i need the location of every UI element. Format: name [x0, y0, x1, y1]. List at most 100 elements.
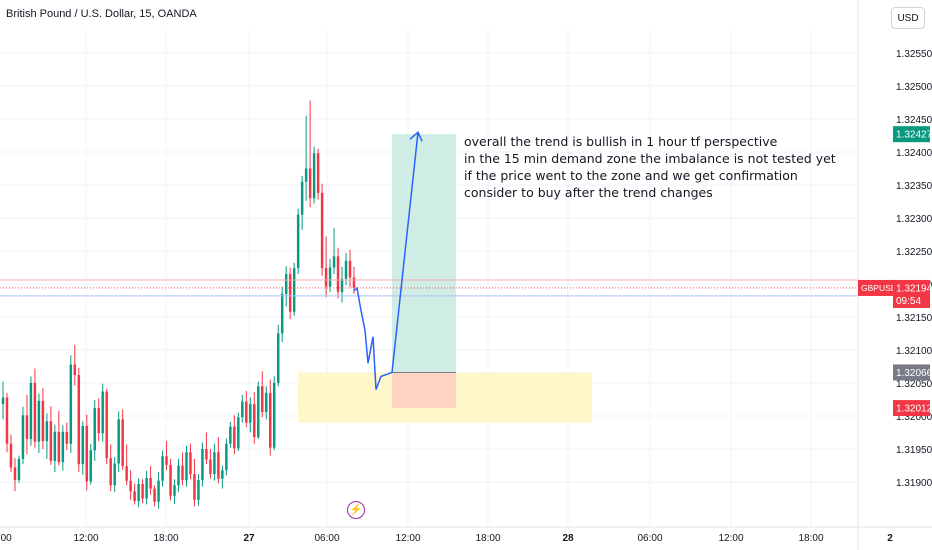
candle-body [149, 478, 152, 489]
candle-body [153, 488, 156, 502]
candle-body [169, 464, 172, 496]
candle-body [185, 452, 188, 481]
candle-body [304, 168, 308, 182]
candle-body [137, 483, 140, 502]
x-tick-label: 12:00 [73, 533, 98, 544]
candle-body [125, 466, 128, 481]
x-tick-label: 18:00 [798, 533, 823, 544]
lightning-icon[interactable]: ⚡ [347, 501, 365, 519]
candle-body [229, 426, 232, 444]
candle-body [261, 386, 264, 413]
y-tick-label: 1.32450 [896, 115, 932, 126]
candle-body [49, 421, 53, 461]
annotation-line: if the price went to the zone and we get… [464, 168, 798, 183]
y-tick-label: 1.32400 [896, 148, 932, 159]
candle-body [17, 458, 21, 481]
candle-body [197, 480, 200, 500]
candle-body [272, 383, 276, 448]
candle-body [221, 470, 224, 479]
candles [1, 100, 356, 509]
x-tick-label: 06:00 [314, 533, 339, 544]
candle-body [37, 400, 41, 442]
chart-title: British Pound / U.S. Dollar, 15, OANDA [6, 8, 197, 20]
candle-body [65, 431, 69, 444]
candle-body [89, 450, 92, 482]
candle-body [57, 431, 61, 463]
candle-body [53, 431, 57, 461]
candle-body [280, 293, 284, 334]
candle-body [241, 401, 244, 418]
candle-body [312, 153, 316, 199]
candle-body [253, 404, 256, 438]
x-tick-label: 06:00 [637, 533, 662, 544]
y-tick-label: 1.32500 [896, 82, 932, 93]
candle-body [344, 260, 348, 279]
candle-body [73, 364, 77, 376]
price-tag [893, 279, 930, 308]
candle-body [300, 181, 304, 215]
candle-body [173, 485, 176, 496]
candle-body [284, 274, 288, 294]
candle-body [165, 456, 168, 465]
candle-body [292, 268, 296, 312]
x-tick-label: 12:00 [718, 533, 743, 544]
candle-body [85, 425, 88, 482]
projection-arrowhead[interactable] [409, 130, 423, 142]
candle-body [348, 260, 352, 278]
candle-body [257, 386, 260, 438]
price-tag-value: 1.32194 [896, 283, 932, 294]
stop-zone[interactable] [392, 372, 456, 409]
candle-body [201, 449, 204, 481]
candle-body [324, 268, 328, 287]
candle-body [121, 419, 124, 467]
candle-body [161, 456, 164, 481]
candle-body [45, 421, 49, 442]
target-zone[interactable] [392, 134, 456, 373]
candle-body [97, 408, 100, 434]
candle-body [336, 256, 340, 292]
y-tick-label: 1.32350 [896, 181, 932, 192]
candle-body [332, 256, 336, 268]
candle-body [9, 443, 13, 468]
price-tag-value: 1.32427 [896, 130, 932, 141]
countdown-label: 09:54 [896, 296, 921, 307]
candle-body [33, 383, 37, 442]
candle-body [189, 452, 192, 475]
price-tag-value: 1.32012 [896, 404, 932, 415]
y-tick-label: 1.32000 [896, 412, 932, 423]
y-tick-label: 1.31900 [896, 478, 932, 489]
drawing-layer[interactable] [298, 134, 592, 423]
candle-body [308, 168, 312, 199]
candle-body [352, 277, 356, 288]
candle-body [77, 375, 81, 465]
candle-body [21, 415, 25, 459]
candle-body [320, 192, 324, 269]
y-tick-label: 1.31950 [896, 445, 932, 456]
currency-button[interactable]: USD [891, 7, 925, 29]
x-tick-label: 28 [562, 533, 574, 544]
overlay-layer[interactable] [0, 130, 858, 390]
candle-body [101, 391, 104, 434]
candle-body [177, 465, 180, 486]
candle-body [237, 417, 240, 449]
symbol-label: GBPUSD [861, 283, 897, 293]
candle-body [249, 404, 252, 423]
candle-body [276, 333, 280, 383]
candle-body [13, 467, 17, 481]
price-tag-value: 1.32066 [896, 368, 932, 379]
x-tick-label: 2 [887, 533, 893, 544]
candle-body [145, 478, 148, 499]
candle-body [265, 392, 268, 413]
candle-body [105, 391, 108, 459]
candle-body [157, 480, 160, 502]
candle-body [141, 483, 144, 499]
y-tick-label: 1.32250 [896, 247, 932, 258]
text-annotation[interactable]: overall the trend is bullish in 1 hour t… [464, 133, 836, 201]
candle-body [5, 397, 9, 444]
projection-path[interactable] [353, 132, 419, 390]
candle-body [217, 452, 220, 479]
candle-body [245, 401, 248, 423]
